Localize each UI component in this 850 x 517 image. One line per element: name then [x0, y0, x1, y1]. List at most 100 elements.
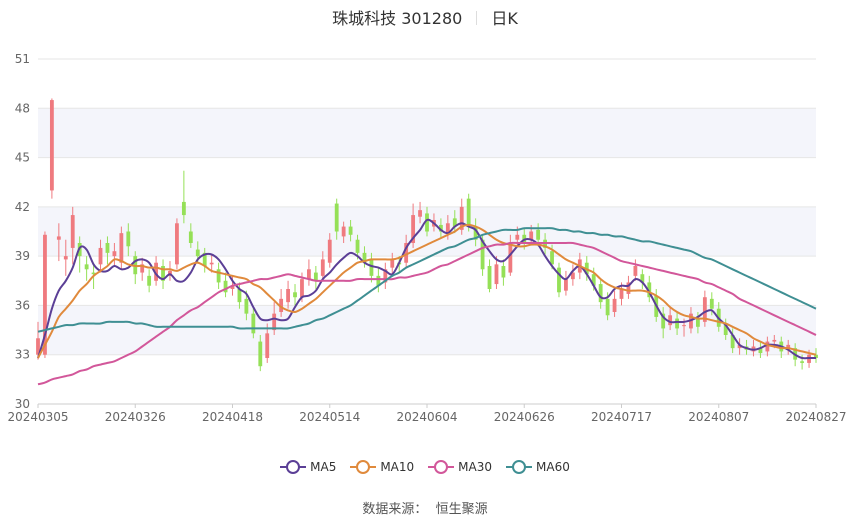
candle	[675, 312, 679, 335]
candle-body	[56, 236, 61, 240]
candle	[334, 198, 339, 240]
candle-body	[70, 215, 75, 248]
candle-body	[369, 259, 374, 276]
x-axis: 20240305 20240326 20240418 20240514 20240604…	[7, 404, 847, 424]
candle	[286, 280, 290, 309]
candle-body	[119, 233, 124, 263]
legend-item-ma5[interactable]: MA5	[280, 460, 336, 474]
legend-label: MA30	[458, 460, 493, 474]
candle-body	[619, 289, 624, 299]
candle-body	[557, 267, 561, 293]
candle	[633, 259, 638, 281]
x-tick-label: 20240807	[688, 410, 749, 424]
legend-label: MA10	[380, 460, 415, 474]
candle	[161, 259, 165, 289]
legend-item-ma60[interactable]: MA60	[506, 460, 570, 474]
candle-body	[772, 339, 777, 342]
candle	[425, 206, 429, 237]
candle-body	[550, 251, 554, 265]
candle-body	[814, 354, 818, 358]
candle-body	[709, 298, 714, 309]
candle	[765, 336, 770, 357]
legend-item-ma10[interactable]: MA10	[350, 460, 414, 474]
legend-marker-icon	[350, 460, 377, 474]
candle-body	[501, 266, 506, 278]
candle	[661, 307, 666, 339]
y-axis: 30 33 36 39 42 45 48 51	[15, 52, 30, 411]
candle-body	[105, 243, 110, 253]
candle-body	[348, 226, 353, 235]
candle-body	[258, 341, 263, 367]
candle	[730, 328, 735, 354]
x-tick-label: 20240827	[785, 410, 846, 424]
candle	[154, 256, 158, 286]
candle-body	[494, 264, 499, 285]
candle	[814, 348, 818, 363]
candle-body	[626, 282, 631, 294]
candle-body	[300, 279, 304, 298]
candle-body	[126, 231, 131, 247]
candle	[390, 252, 395, 275]
candle-body	[800, 361, 805, 363]
candle	[640, 269, 645, 289]
plot-band	[38, 108, 816, 158]
y-tick-label: 42	[15, 200, 30, 214]
y-tick-label: 30	[15, 397, 30, 411]
candle	[564, 270, 568, 296]
candle-body	[209, 262, 214, 265]
candle	[404, 234, 409, 268]
candle	[626, 275, 631, 299]
candle	[473, 218, 478, 247]
candle	[168, 261, 172, 281]
candle	[737, 338, 742, 355]
candle-body	[181, 201, 186, 216]
candle	[140, 257, 145, 281]
candle-body	[765, 341, 770, 352]
candle-body	[112, 251, 117, 257]
candle-body	[466, 198, 471, 227]
candle-body	[320, 259, 325, 276]
candle	[105, 236, 110, 265]
candle	[647, 275, 652, 303]
candlestick-chart: 30 33 36 39 42 45 48 51 20240305 20240326 2024041…	[7, 52, 847, 424]
candle	[175, 218, 179, 270]
candle-body	[411, 215, 416, 243]
candle-body	[140, 264, 145, 273]
candle	[723, 318, 728, 340]
candle-body	[647, 282, 652, 298]
candle-body	[147, 275, 152, 286]
candle-body	[307, 269, 311, 280]
candle-body	[640, 274, 645, 283]
candle	[348, 220, 353, 242]
candle	[188, 223, 193, 248]
title-separator	[476, 11, 478, 25]
candle-body	[730, 335, 735, 349]
x-tick-label: 20240326	[105, 410, 166, 424]
candle-body	[487, 266, 492, 289]
candle	[307, 259, 311, 286]
series-line-ma5	[37, 218, 816, 360]
candle-body	[223, 280, 228, 293]
candle-body	[355, 239, 360, 253]
candle	[63, 239, 68, 276]
candle	[147, 269, 152, 293]
candle-body	[564, 279, 568, 291]
candle	[438, 218, 443, 239]
x-tick-label: 20240514	[299, 410, 360, 424]
candle-body	[633, 266, 638, 276]
candle	[501, 259, 506, 286]
period-label: 日K	[491, 9, 518, 28]
candle-body	[91, 272, 96, 275]
candle-body	[570, 272, 575, 280]
candle	[237, 282, 242, 309]
candle	[202, 247, 207, 273]
series-line-ma60	[37, 227, 817, 333]
candle-body	[508, 243, 513, 273]
legend-item-ma30[interactable]: MA30	[428, 460, 492, 474]
candle	[341, 221, 346, 243]
candle	[70, 206, 75, 265]
candle-body	[404, 243, 409, 263]
candle	[216, 262, 221, 289]
candle	[223, 272, 228, 298]
candle-body	[216, 269, 221, 283]
